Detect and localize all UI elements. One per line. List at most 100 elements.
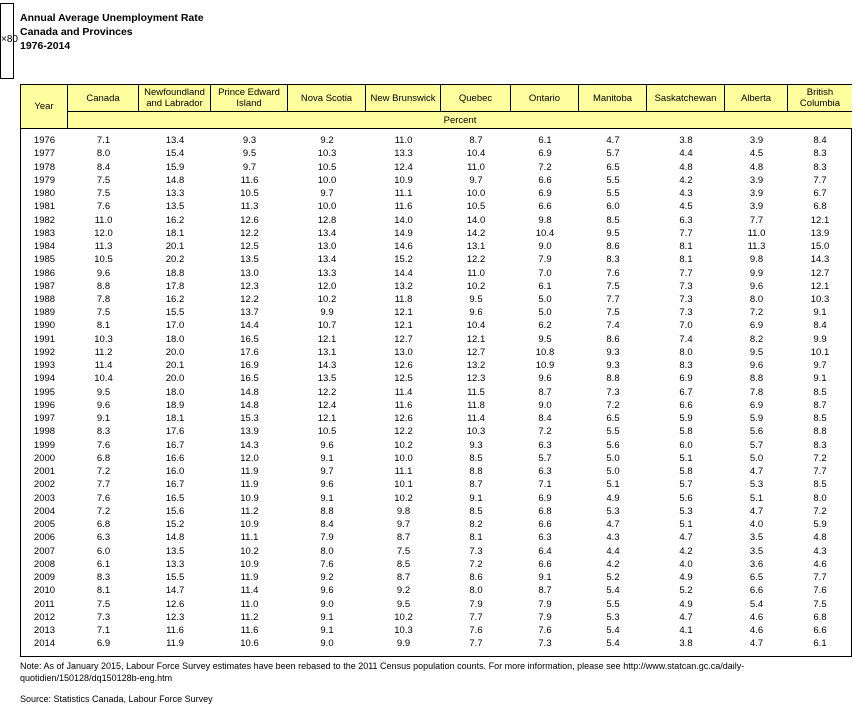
value-cell: 5.3 xyxy=(606,611,620,623)
table: Year Canada Newfoundland and Labrador Princ… xyxy=(20,84,852,657)
year-cell: 1988 xyxy=(33,293,56,305)
value-cell: 8.2 xyxy=(469,519,483,531)
value-cell: 6.1 xyxy=(538,135,552,147)
value-cell: 13.1 xyxy=(317,346,337,358)
value-cell: 9.3 xyxy=(469,439,483,451)
value-cell: 9.8 xyxy=(538,214,552,226)
value-cell: 10.3 xyxy=(810,293,830,305)
value-cell: 18.1 xyxy=(165,413,185,425)
value-cell: 6.3 xyxy=(96,532,111,544)
value-cell: 9.3 xyxy=(606,346,620,358)
value-cell: 14.3 xyxy=(810,254,830,266)
value-cell: 15.5 xyxy=(165,572,185,584)
value-cell: 4.9 xyxy=(679,572,693,584)
value-cell: 11.9 xyxy=(166,638,184,650)
value-cell: 16.0 xyxy=(165,466,185,478)
year-cell: 1981 xyxy=(33,201,56,213)
value-cell: 8.7 xyxy=(538,585,552,597)
year-cell: 2000 xyxy=(33,452,56,464)
value-cell: 9.9 xyxy=(813,333,827,345)
value-cell: 7.3 xyxy=(679,280,693,292)
value-cell: 9.1 xyxy=(320,452,334,464)
value-cell: 9.7 xyxy=(813,360,827,372)
value-cell: 7.1 xyxy=(538,479,552,491)
value-cell: 15.2 xyxy=(165,519,185,531)
year-cell: 2008 xyxy=(33,558,56,570)
value-cell: 5.0 xyxy=(538,307,552,319)
value-cell: 4.8 xyxy=(813,532,827,544)
value-cell: 6.4 xyxy=(538,545,552,557)
value-cell: 13.9 xyxy=(240,426,259,438)
value-cell: 8.0 xyxy=(679,346,693,358)
value-cell: 16.5 xyxy=(240,333,259,345)
value-cell: 5.6 xyxy=(606,439,620,451)
value-cell: 8.1 xyxy=(469,532,483,544)
value-cell: 13.5 xyxy=(240,254,259,266)
value-cell: 8.0 xyxy=(96,148,111,160)
value-cell: 9.2 xyxy=(320,135,334,147)
value-cell: 6.0 xyxy=(96,545,111,557)
value-cell: 9.9 xyxy=(320,307,334,319)
value-cell: 8.2 xyxy=(749,333,764,345)
year-cell: 1997 xyxy=(33,413,56,425)
value-cell: 5.3 xyxy=(749,479,764,491)
value-cell: 5.4 xyxy=(606,624,620,636)
value-cell: 13.3 xyxy=(165,188,185,200)
value-cell: 6.6 xyxy=(749,585,764,597)
year-cell: 1985 xyxy=(33,254,56,266)
value-cell: 14.0 xyxy=(394,214,413,226)
year-cell: 2010 xyxy=(33,585,56,597)
value-cell: 10.2 xyxy=(394,611,413,623)
year-cell: 2005 xyxy=(33,519,56,531)
value-cell: 12.2 xyxy=(466,254,486,266)
value-cell: 12.1 xyxy=(810,214,830,226)
value-cell: 10.2 xyxy=(394,492,413,504)
value-cell: 8.7 xyxy=(813,399,827,411)
value-cell: 8.1 xyxy=(679,254,693,266)
value-cell: 12.1 xyxy=(466,333,486,345)
column-header: Saskatchewan xyxy=(647,85,725,112)
value-cell: 8.0 xyxy=(813,492,827,504)
value-cell: 15.5 xyxy=(165,307,185,319)
value-cell: 7.2 xyxy=(538,426,552,438)
value-cell: 7.2 xyxy=(469,558,483,570)
value-cell: 7.9 xyxy=(469,598,483,610)
value-cell: 7.7 xyxy=(469,611,483,623)
value-cell: 6.9 xyxy=(749,399,764,411)
value-cell: 4.3 xyxy=(679,188,693,200)
value-cell: 9.2 xyxy=(396,585,411,597)
value-cell: 7.6 xyxy=(96,201,111,213)
value-cell: 8.8 xyxy=(813,426,827,438)
value-cell: 8.5 xyxy=(813,479,827,491)
value-cell: 3.9 xyxy=(749,201,764,213)
value-cell: 7.6 xyxy=(538,624,552,636)
year-cell: 1979 xyxy=(33,174,56,186)
column-header: Nova Scotia xyxy=(288,85,366,112)
value-cell: 11.0 xyxy=(240,598,259,610)
value-cell: 12.4 xyxy=(394,161,413,173)
year-cell: 2003 xyxy=(33,492,56,504)
value-cell: 12.2 xyxy=(394,426,413,438)
value-cell: 7.7 xyxy=(96,479,111,491)
column-header: Prince Edward Island xyxy=(211,85,288,112)
value-cell: 14.8 xyxy=(165,174,185,186)
value-cell: 9.0 xyxy=(538,241,552,253)
value-cell: 4.7 xyxy=(606,519,620,531)
value-cell: 11.1 xyxy=(394,188,413,200)
value-cell: 5.7 xyxy=(538,452,552,464)
value-cell: 6.6 xyxy=(538,201,552,213)
value-cell: 4.7 xyxy=(606,135,620,147)
value-cell: 7.7 xyxy=(469,638,483,650)
value-cell: 11.8 xyxy=(394,293,413,305)
column-header: Quebec xyxy=(441,85,511,112)
value-cell: 5.5 xyxy=(606,188,620,200)
value-cell: 5.9 xyxy=(679,413,693,425)
value-cell: 11.9 xyxy=(240,572,259,584)
value-cell: 9.1 xyxy=(320,611,334,623)
value-cell: 5.0 xyxy=(606,452,620,464)
value-cell: 12.4 xyxy=(317,399,337,411)
value-cell: 11.3 xyxy=(747,241,766,253)
value-cell: 6.3 xyxy=(679,214,693,226)
value-cell: 8.4 xyxy=(320,519,334,531)
value-cell: 20.0 xyxy=(165,373,185,385)
